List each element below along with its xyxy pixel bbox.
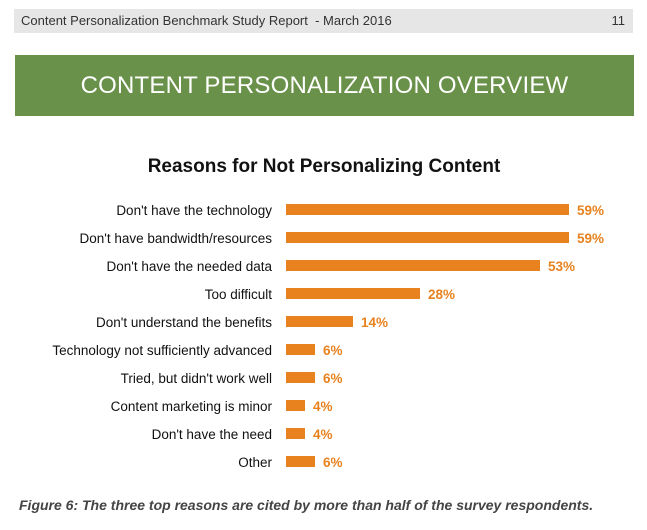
report-page: Content Personalization Benchmark Study … bbox=[0, 0, 647, 530]
value-label: 6% bbox=[323, 371, 343, 386]
value-label: 4% bbox=[313, 399, 333, 414]
bar bbox=[286, 260, 540, 271]
category-label: Don't have the needed data bbox=[107, 259, 273, 274]
bar bbox=[286, 344, 315, 355]
bar bbox=[286, 204, 569, 215]
category-label: Don't have the technology bbox=[116, 203, 272, 218]
category-label: Don't understand the benefits bbox=[96, 315, 272, 330]
category-label: Don't have bandwidth/resources bbox=[80, 231, 273, 246]
category-label: Technology not sufficiently advanced bbox=[52, 343, 272, 358]
bar-chart: Reasons for Not Personalizing Content Do… bbox=[0, 0, 647, 530]
value-label: 59% bbox=[577, 231, 604, 246]
figure-caption: Figure 6: The three top reasons are cite… bbox=[19, 497, 639, 513]
category-label: Don't have the need bbox=[152, 427, 272, 442]
category-label: Other bbox=[238, 455, 272, 470]
bar bbox=[286, 372, 315, 383]
category-label: Too difficult bbox=[205, 287, 273, 302]
bar bbox=[286, 428, 305, 439]
bar-group: Don't have the technology 59% Don't have b… bbox=[52, 203, 604, 470]
value-label: 53% bbox=[548, 259, 575, 274]
value-label: 6% bbox=[323, 343, 343, 358]
value-label: 59% bbox=[577, 203, 604, 218]
value-label: 28% bbox=[428, 287, 455, 302]
value-label: 4% bbox=[313, 427, 333, 442]
chart-title: Reasons for Not Personalizing Content bbox=[148, 156, 501, 177]
bar bbox=[286, 316, 353, 327]
category-label: Content marketing is minor bbox=[111, 399, 273, 414]
bar bbox=[286, 288, 420, 299]
bar bbox=[286, 232, 569, 243]
value-label: 14% bbox=[361, 315, 388, 330]
bar bbox=[286, 456, 315, 467]
bar bbox=[286, 400, 305, 411]
value-label: 6% bbox=[323, 455, 343, 470]
category-label: Tried, but didn't work well bbox=[121, 371, 272, 386]
